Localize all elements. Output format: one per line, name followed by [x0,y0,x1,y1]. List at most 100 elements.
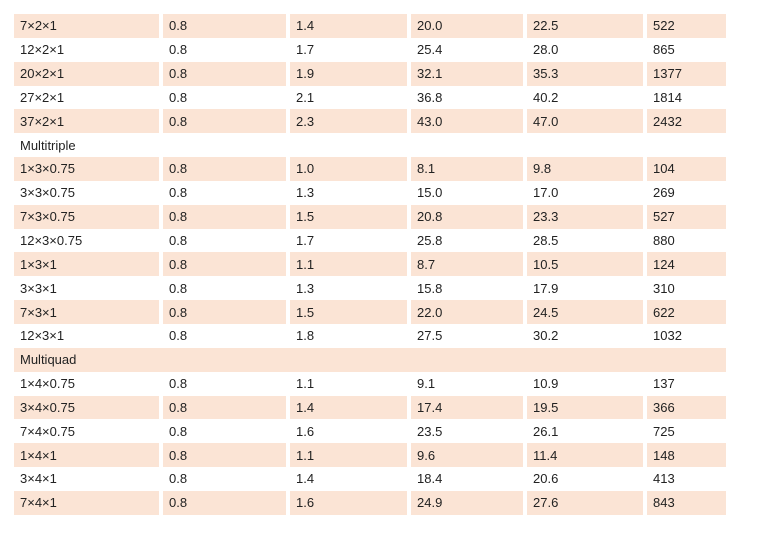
table-row: 37×2×1 0.8 2.3 43.0 47.0 2432 [14,109,726,134]
table-cell: 1.3 [296,280,315,296]
table-cell: 0.8 [169,280,188,296]
table-cell: 522 [647,14,726,38]
table-cell: 19.5 [527,395,643,420]
table-cell: 2432 [647,109,726,134]
table-cell: 1.7 [296,42,315,58]
table-cell: 413 [653,471,675,487]
table-cell: 104 [647,157,726,181]
table-cell: 880 [653,233,675,249]
table-cell: 10.9 [533,376,559,392]
table-row: 20×2×1 0.8 1.9 32.1 35.3 1377 [14,61,726,86]
table-cell: 527 [647,204,726,229]
table-cell: 1.4 [290,395,407,420]
table-cell: 0.8 [163,252,286,277]
table-cell: 0.8 [169,328,188,344]
table-cell: 725 [653,423,675,439]
table-row: 1×4×1 0.8 1.1 9.6 11.4 148 [14,443,726,468]
table-cell: 23.3 [527,204,643,229]
table-cell: 20.0 [411,14,523,38]
table-cell: 1.1 [290,443,407,468]
table-cell: 1.7 [296,233,315,249]
table-row: 7×4×0.75 0.8 1.6 23.5 26.1 725 [14,419,726,443]
table-cell: 1.4 [290,14,407,38]
table-cell: 3×3×1 [20,280,57,296]
table-cell: 1.4 [296,471,315,487]
table-cell: 0.8 [163,300,286,324]
table-cell: 24.9 [411,490,523,515]
table-row: 7×3×1 0.8 1.5 22.0 24.5 622 [14,300,726,324]
table-cell: 1.8 [296,328,315,344]
table-cell: 15.0 [417,185,443,201]
table-cell: 1.6 [296,423,315,439]
table-cell: 20.8 [411,204,523,229]
table-cell: 32.1 [411,61,523,86]
table-cell: 3×4×1 [20,471,57,487]
table-cell: 148 [647,443,726,468]
data-table: 7×2×1 0.8 1.4 20.0 22.5 522 12×2×1 0.8 1.7 25.4 28… [10,14,730,515]
table-cell: 865 [653,42,675,58]
table-row: 3×3×0.75 0.8 1.3 15.0 17.0 269 [14,181,726,205]
table-cell: 7×3×1 [14,300,159,324]
table-cell: 1.3 [296,185,315,201]
table-row: 7×4×1 0.8 1.6 24.9 27.6 843 [14,490,726,515]
table-row: 3×3×1 0.8 1.3 15.8 17.9 310 [14,276,726,300]
table-row: 12×3×0.75 0.8 1.7 25.8 28.5 880 [14,229,726,253]
table-cell: 10.5 [527,252,643,277]
table-cell: 2.3 [290,109,407,134]
table-cell: 1×3×1 [14,252,159,277]
table-cell: 1377 [647,61,726,86]
table-cell: 1814 [653,89,682,105]
table-cell: 1×4×1 [14,443,159,468]
table-cell: 20.6 [533,471,559,487]
table-cell: 7×4×0.75 [20,423,75,439]
table-cell: 25.4 [417,42,443,58]
table-cell: 1.1 [296,376,315,392]
table-cell: 0.8 [163,443,286,468]
table-row: 3×4×1 0.8 1.4 18.4 20.6 413 [14,467,726,491]
table-cell: 0.8 [163,14,286,38]
table-cell: 12×3×0.75 [20,233,83,249]
table-cell: 9.8 [527,157,643,181]
table-cell: 28.0 [533,42,559,58]
table-cell: 26.1 [533,423,559,439]
table-cell: 22.0 [411,300,523,324]
table-body: 7×2×1 0.8 1.4 20.0 22.5 522 12×2×1 0.8 1.7 25.4 28… [14,14,726,515]
table-cell: 9.1 [417,376,436,392]
table-cell: 27×2×1 [20,89,65,105]
section-label: Multiquad [14,347,726,372]
table-row: 7×3×0.75 0.8 1.5 20.8 23.3 527 [14,204,726,229]
table-cell: 0.8 [163,109,286,134]
table-cell: 43.0 [411,109,523,134]
table-cell: 20×2×1 [14,61,159,86]
table-cell: 1×4×0.75 [20,376,75,392]
table-cell: 0.8 [169,185,188,201]
table-cell: 27.6 [527,490,643,515]
table-cell: 843 [647,490,726,515]
table-cell: 1.9 [290,61,407,86]
table-row: 27×2×1 0.8 2.1 36.8 40.2 1814 [14,86,726,110]
table-cell: 12×2×1 [20,42,65,58]
table-row: 3×4×0.75 0.8 1.4 17.4 19.5 366 [14,395,726,420]
table-cell: 24.5 [527,300,643,324]
table-row: 1×4×0.75 0.8 1.1 9.1 10.9 137 [14,372,726,396]
table-cell: 366 [647,395,726,420]
table-cell: 2.1 [296,89,315,105]
table-row: 7×2×1 0.8 1.4 20.0 22.5 522 [14,14,726,38]
table-cell: 1×3×0.75 [14,157,159,181]
table-cell: 17.4 [411,395,523,420]
table-cell: 11.4 [527,443,643,468]
table-cell: 27.5 [417,328,443,344]
table-cell: 0.8 [169,233,188,249]
table-row: 12×2×1 0.8 1.7 25.4 28.0 865 [14,38,726,62]
table-cell: 622 [647,300,726,324]
table-row: 12×3×1 0.8 1.8 27.5 30.2 1032 [14,324,726,348]
table-cell: 17.9 [533,280,559,296]
table-cell: 124 [647,252,726,277]
table-cell: 12×3×1 [20,328,65,344]
table-cell: 8.1 [411,157,523,181]
table-cell: 310 [653,280,675,296]
section-row: Multiquad [14,347,726,372]
table-cell: 0.8 [163,157,286,181]
table-cell: 18.4 [417,471,443,487]
table-cell: 0.8 [163,204,286,229]
